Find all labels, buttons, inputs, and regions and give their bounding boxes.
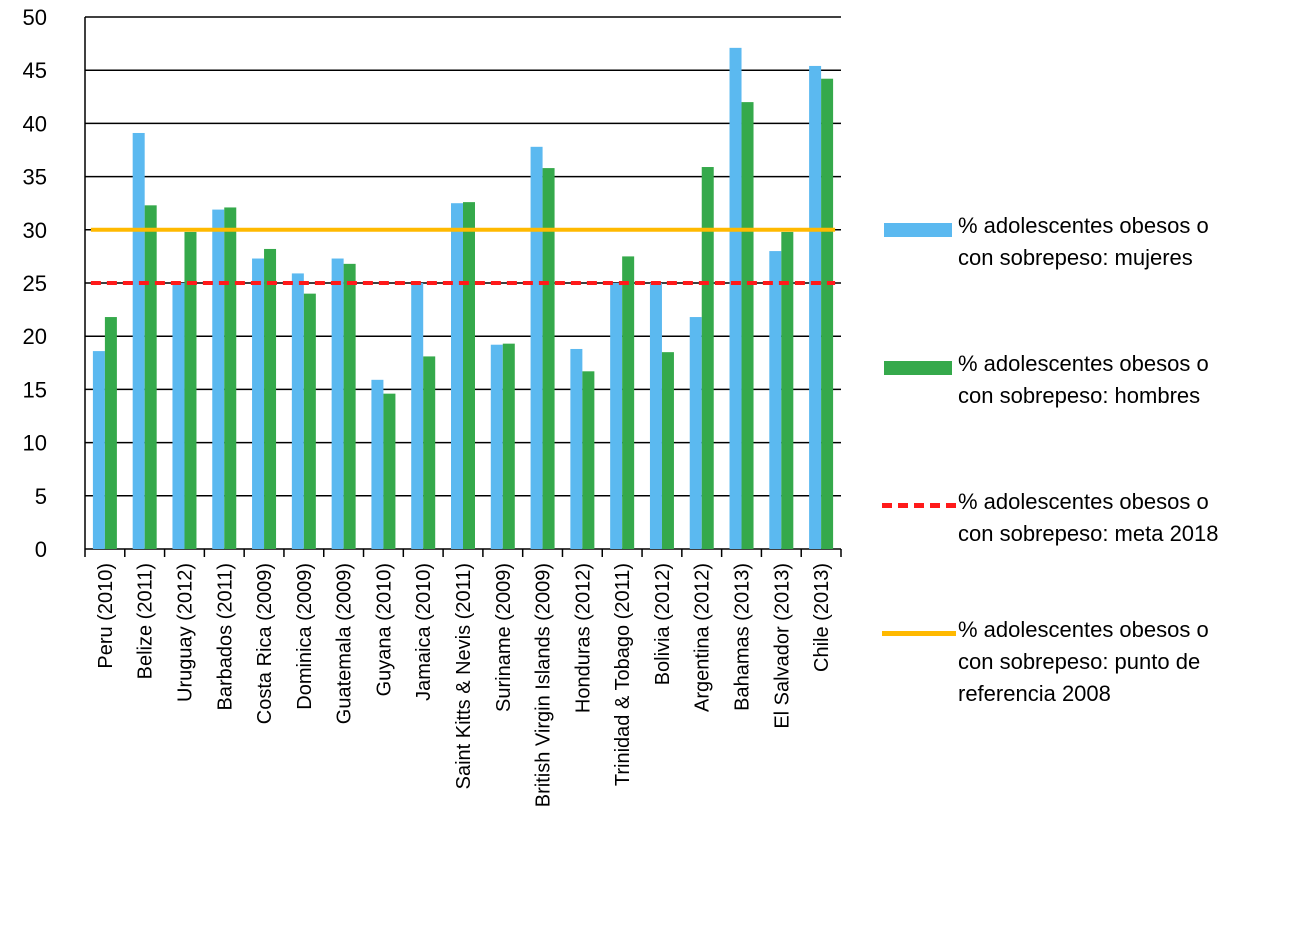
- y-tick-label-25: 25: [23, 271, 47, 296]
- bar-mujeres-3: [212, 209, 225, 550]
- bar-hombres-3: [224, 207, 237, 549]
- bar-mujeres-8: [411, 283, 424, 549]
- category-label-4: Costa Rica (2009): [254, 563, 276, 724]
- bar-mujeres-0: [92, 351, 105, 549]
- bar-hombres-4: [264, 248, 277, 549]
- bar-mujeres-15: [689, 317, 702, 549]
- bar-mujeres-17: [769, 251, 782, 549]
- category-label-6: Guatemala (2009): [334, 563, 356, 724]
- bar-mujeres-6: [331, 258, 344, 549]
- bar-hombres-8: [423, 356, 436, 549]
- y-tick-label-30: 30: [23, 218, 47, 243]
- category-label-7: Guyana (2010): [373, 563, 395, 696]
- y-tick-label-0: 0: [35, 537, 47, 562]
- bar-hombres-1: [144, 205, 157, 549]
- legend-item-meta: % adolescentes obesos o con sobrepeso: m…: [880, 486, 1310, 566]
- category-label-2: Uruguay (2012): [174, 563, 196, 702]
- bar-mujeres-1: [132, 132, 145, 549]
- bar-hombres-2: [184, 231, 197, 550]
- category-label-18: Chile (2013): [811, 563, 833, 672]
- category-label-10: Suriname (2009): [493, 563, 515, 712]
- category-label-14: Bolivia (2012): [652, 563, 674, 685]
- category-label-15: Argentina (2012): [692, 563, 714, 712]
- bar-hombres-18: [821, 78, 834, 549]
- bar-hombres-17: [781, 231, 794, 550]
- category-label-13: Trinidad & Tobago (2011): [612, 563, 634, 786]
- legend-label-hombres: % adolescentes obesos o con sobrepeso: h…: [958, 351, 1209, 408]
- legend-swatch-mujeres: [884, 223, 952, 237]
- legend-item-mujeres: % adolescentes obesos o con sobrepeso: m…: [880, 210, 1310, 290]
- bar-mujeres-13: [610, 283, 623, 549]
- y-tick-label-10: 10: [23, 431, 47, 456]
- y-tick-label-5: 5: [35, 484, 47, 509]
- bar-mujeres-5: [291, 273, 304, 549]
- bar-mujeres-10: [490, 344, 503, 549]
- bar-mujeres-14: [649, 283, 662, 549]
- legend-swatch-hombres: [884, 361, 952, 375]
- bar-hombres-15: [701, 167, 714, 550]
- bar-hombres-12: [582, 371, 595, 549]
- legend-item-referencia: % adolescentes obesos o con sobrepeso: p…: [880, 614, 1310, 724]
- legend-swatch-meta: [882, 503, 956, 508]
- bar-hombres-0: [104, 317, 117, 549]
- bar-mujeres-2: [172, 283, 185, 549]
- y-tick-label-45: 45: [23, 58, 47, 83]
- bar-hombres-7: [383, 393, 396, 549]
- bar-hombres-6: [343, 263, 356, 549]
- category-label-16: Bahamas (2013): [732, 563, 754, 711]
- y-tick-label-15: 15: [23, 377, 47, 402]
- bar-mujeres-12: [570, 348, 583, 549]
- bar-mujeres-11: [530, 146, 543, 550]
- category-label-3: Barbados (2011): [214, 563, 236, 711]
- bar-hombres-11: [542, 168, 555, 549]
- legend-label-referencia: % adolescentes obesos o con sobrepeso: p…: [958, 617, 1209, 706]
- category-label-1: Belize (2011): [135, 563, 157, 679]
- legend-label-mujeres: % adolescentes obesos o con sobrepeso: m…: [958, 213, 1209, 270]
- bar-mujeres-18: [809, 65, 822, 549]
- y-tick-label-20: 20: [23, 324, 47, 349]
- legend-label-meta: % adolescentes obesos o con sobrepeso: m…: [958, 489, 1219, 546]
- y-tick-label-40: 40: [23, 111, 47, 136]
- legend-item-hombres: % adolescentes obesos o con sobrepeso: h…: [880, 348, 1310, 428]
- category-label-12: Honduras (2012): [572, 563, 594, 713]
- category-label-17: El Salvador (2013): [771, 563, 793, 729]
- y-tick-label-50: 50: [23, 5, 47, 30]
- bar-hombres-16: [741, 102, 754, 550]
- y-tick-label-35: 35: [23, 165, 47, 190]
- bar-hombres-9: [463, 202, 475, 550]
- legend-swatch-referencia: [882, 631, 956, 636]
- bar-mujeres-9: [451, 203, 463, 549]
- category-label-11: British Virgin Islands (2009): [533, 563, 555, 807]
- category-label-9: Saint Kitts & Nevis (2011): [453, 563, 475, 789]
- category-label-0: Peru (2010): [95, 563, 117, 669]
- bar-hombres-13: [622, 256, 635, 549]
- bar-mujeres-7: [371, 379, 384, 549]
- bar-mujeres-16: [729, 47, 742, 550]
- category-label-5: Dominica (2009): [294, 563, 316, 710]
- bar-hombres-5: [303, 293, 316, 549]
- bar-mujeres-4: [252, 258, 265, 549]
- bar-hombres-14: [661, 352, 674, 549]
- bar-hombres-10: [502, 343, 515, 549]
- category-label-8: Jamaica (2010): [413, 563, 435, 701]
